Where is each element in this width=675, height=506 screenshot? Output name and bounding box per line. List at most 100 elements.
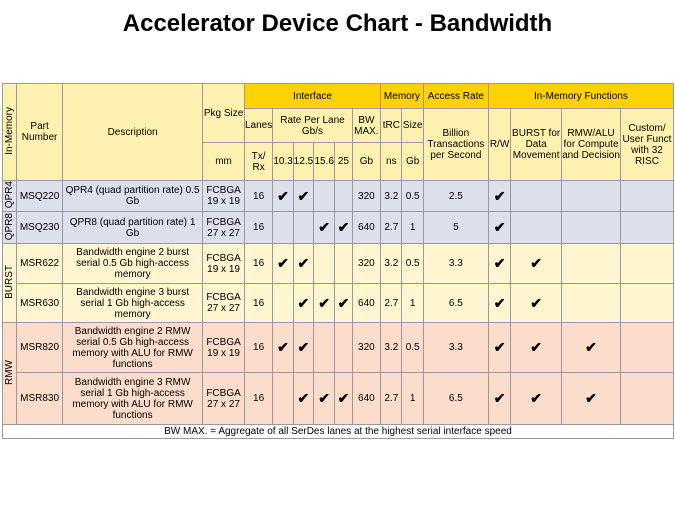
- description-cell: Bandwidth engine 3 RMW serial 1 Gb high-…: [61, 372, 204, 426]
- unit-ns: ns: [380, 142, 403, 181]
- rate-25-check-cell: [334, 243, 353, 285]
- lanes-cell: 16: [243, 372, 274, 426]
- rate-15-6-check-cell: [312, 322, 336, 374]
- bw-max-cell: 640: [351, 211, 382, 245]
- table-row: BURST MSR622 Bandwidth engine 2 burst seri…: [1, 243, 674, 324]
- custom-funct-check-cell: [620, 243, 674, 285]
- check-icon: ✔: [493, 294, 506, 311]
- pkg-size-cell: FCBGA 27 x 27: [202, 372, 245, 426]
- check-icon: ✔: [297, 390, 310, 407]
- device-chart-table: In-Memory Part Number Description Pkg Si…: [1, 83, 675, 440]
- unit-txrx: Tx/ Rx: [243, 142, 274, 181]
- check-icon: ✔: [585, 339, 597, 356]
- part-number-cell: MSR830: [16, 372, 63, 426]
- billion-transactions-header: Billion Transactions per Second: [422, 108, 489, 181]
- rmw-alu-header: RMW/ALU for Compute and Decision: [561, 108, 621, 181]
- rate-15-6-check-cell: ✔: [312, 372, 336, 426]
- custom-funct-check-cell: [620, 283, 674, 324]
- check-icon: ✔: [318, 294, 331, 311]
- rw-check-cell: ✔: [487, 283, 512, 324]
- rate-12-5-check-cell: ✔: [292, 372, 315, 426]
- billion-transactions-cell: 3.3: [422, 322, 489, 374]
- burst-check-cell: [510, 179, 563, 213]
- billion-transactions-cell: 6.5: [422, 283, 489, 324]
- check-icon: ✔: [493, 390, 506, 407]
- rate-25-check-cell: [334, 179, 353, 213]
- billion-transactions-cell: 3.3: [422, 243, 489, 285]
- unit-rate-10-3: 10.3: [272, 142, 294, 181]
- unit-mm: mm: [202, 142, 245, 181]
- lanes-header: Lanes: [243, 108, 274, 143]
- check-icon: ✔: [585, 390, 597, 407]
- description-cell: QPR4 (quad partition rate) 0.5 Gb: [61, 179, 204, 213]
- custom-funct-check-cell: [620, 322, 674, 374]
- check-icon: ✔: [297, 339, 310, 356]
- size-cell: 1: [401, 372, 424, 426]
- rate-10-3-check-cell: ✔: [272, 322, 294, 374]
- part-number-header: Part Number: [16, 83, 63, 181]
- table-row: MSR630 Bandwidth engine 3 burst serial 1 …: [3, 283, 674, 324]
- rw-check-cell: ✔: [487, 179, 512, 213]
- unit-rate-25: 25: [334, 142, 353, 181]
- pkg-size-cell: FCBGA 27 x 27: [202, 283, 245, 324]
- size-cell: 1: [401, 211, 424, 245]
- billion-transactions-cell: 5: [422, 211, 489, 245]
- lanes-cell: 16: [243, 283, 274, 324]
- burst-check-cell: ✔: [510, 283, 563, 324]
- check-icon: ✔: [277, 187, 289, 204]
- description-cell: Bandwidth engine 3 burst serial 1 Gb hig…: [61, 283, 204, 324]
- rate-15-6-check-cell: ✔: [312, 283, 336, 324]
- trc-cell: 2.7: [380, 372, 403, 426]
- rate-12-5-check-cell: [292, 211, 315, 245]
- rw-header: R/W: [487, 108, 512, 181]
- check-icon: ✔: [277, 255, 289, 272]
- rmw-alu-check-cell: [561, 283, 621, 324]
- lanes-cell: 16: [243, 211, 274, 245]
- check-icon: ✔: [530, 255, 542, 272]
- rate-10-3-check-cell: [272, 211, 294, 245]
- table-row: RMW MSR820 Bandwidth engine 2 RMW serial 0…: [1, 322, 674, 426]
- part-number-cell: MSQ220: [16, 179, 63, 213]
- table-row: MSR830 Bandwidth engine 3 RMW serial 1 Gb…: [3, 372, 674, 426]
- rate-25-check-cell: ✔: [334, 372, 353, 426]
- rate-25-check-cell: ✔: [334, 211, 353, 245]
- rate-12-5-check-cell: ✔: [292, 243, 315, 285]
- unit-gb: Gb: [351, 142, 382, 181]
- lanes-cell: 16: [243, 179, 274, 213]
- check-icon: ✔: [493, 255, 506, 272]
- memory-header: Memory: [380, 83, 424, 109]
- custom-header: Custom/ User Funct with 32 RISC: [620, 108, 674, 181]
- trc-header: tRC: [380, 108, 403, 143]
- access-rate-header: Access Rate: [422, 83, 489, 109]
- burst-check-cell: ✔: [510, 372, 563, 426]
- bw-max-cell: 640: [351, 372, 382, 426]
- group-label: BURST: [1, 243, 18, 324]
- part-number-cell: MSR630: [16, 283, 63, 324]
- rw-check-cell: ✔: [487, 243, 512, 285]
- check-icon: ✔: [337, 219, 350, 236]
- check-icon: ✔: [530, 339, 542, 356]
- size-cell: 0.5: [401, 243, 424, 285]
- description-cell: Bandwidth engine 2 RMW serial 0.5 Gb hig…: [61, 322, 204, 374]
- burst-check-cell: ✔: [510, 243, 563, 285]
- in-memory-functions-header: In-Memory Functions: [487, 83, 675, 109]
- pkg-size-cell: FCBGA 19 x 19: [202, 179, 245, 213]
- size-cell: 1: [401, 283, 424, 324]
- rate-25-check-cell: ✔: [334, 283, 353, 324]
- custom-funct-check-cell: [620, 372, 674, 426]
- group-label: RMW: [1, 322, 18, 426]
- rmw-alu-check-cell: [561, 243, 621, 285]
- custom-funct-check-cell: [620, 211, 674, 245]
- group-label: QPR4: [1, 179, 18, 213]
- rate-15-6-check-cell: ✔: [312, 211, 336, 245]
- bw-max-cell: 320: [351, 243, 382, 285]
- trc-cell: 3.2: [380, 179, 403, 213]
- description-cell: Bandwidth engine 2 burst serial 0.5 Gb h…: [61, 243, 204, 285]
- pkg-size-cell: FCBGA 19 x 19: [202, 243, 245, 285]
- rate-10-3-check-cell: [272, 372, 294, 426]
- check-icon: ✔: [277, 339, 289, 356]
- rate-10-3-check-cell: ✔: [272, 179, 294, 213]
- bw-max-header: BW MAX.: [351, 108, 382, 143]
- rate-15-6-check-cell: [312, 179, 336, 213]
- check-icon: ✔: [297, 187, 310, 204]
